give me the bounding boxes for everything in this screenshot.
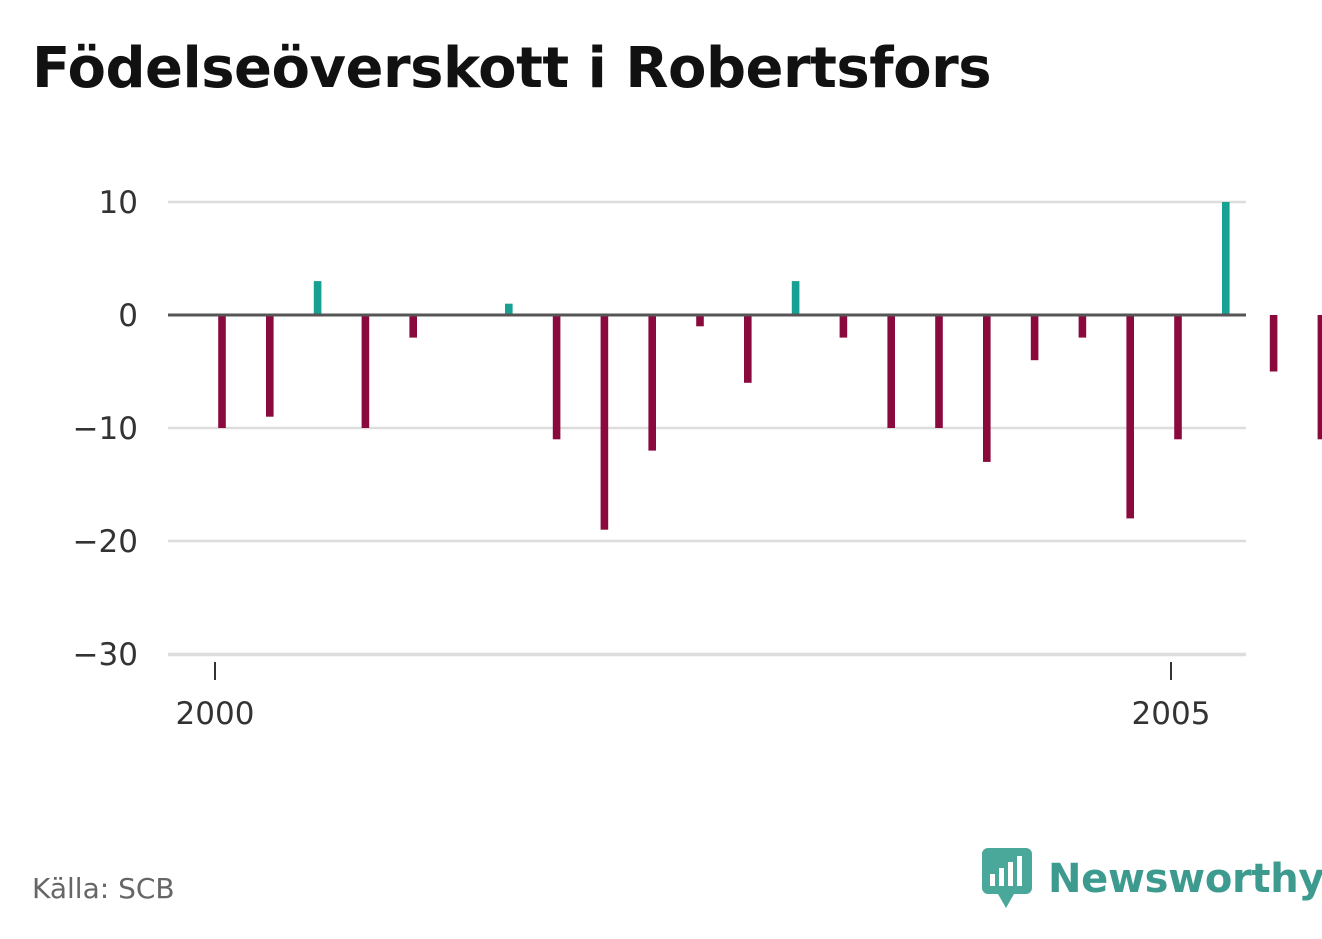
bar (266, 315, 274, 417)
brand-name: Newsworthy (1048, 856, 1322, 902)
y-tick-label: −20 (73, 524, 138, 560)
bar (983, 315, 991, 462)
bar (552, 315, 561, 440)
brand-logo: Newsworthy (982, 848, 1322, 910)
bar (409, 315, 417, 338)
gridlines (168, 200, 1246, 656)
y-axis: 10 0 −10 −20 −30 (73, 185, 138, 673)
bar (1126, 315, 1134, 519)
bar (361, 315, 370, 428)
y-tick-label: 0 (118, 298, 138, 334)
bar (1222, 202, 1230, 315)
bar (696, 315, 704, 327)
bar (1030, 315, 1039, 361)
chart: 100−10−20−30 200020052010201520202025 (73, 185, 1322, 732)
bar (791, 281, 800, 315)
bar (744, 315, 752, 383)
bar (600, 315, 609, 530)
bar (313, 281, 322, 315)
bar (505, 303, 513, 315)
bar (887, 315, 895, 428)
bars (218, 202, 1322, 530)
bar (1174, 315, 1182, 440)
bar (648, 315, 656, 451)
chart-title: Födelseöverskott i Robertsfors (32, 36, 992, 101)
y-tick-label: −10 (73, 411, 138, 447)
bar (218, 315, 226, 428)
y-tick-label: 10 (99, 185, 138, 221)
x-tick-label: 2000 (176, 696, 255, 732)
bar (839, 315, 848, 338)
bar (1078, 315, 1087, 338)
bar (935, 315, 943, 428)
source-note: Källa: SCB (32, 872, 175, 905)
bar (1317, 315, 1322, 440)
x-tick-label: 2005 (1132, 696, 1211, 732)
x-axis: 200020052010201520202025 (168, 653, 1246, 732)
bar (1269, 315, 1278, 372)
y-tick-label: −30 (73, 637, 138, 673)
newsworthy-logo-icon (982, 848, 1032, 908)
